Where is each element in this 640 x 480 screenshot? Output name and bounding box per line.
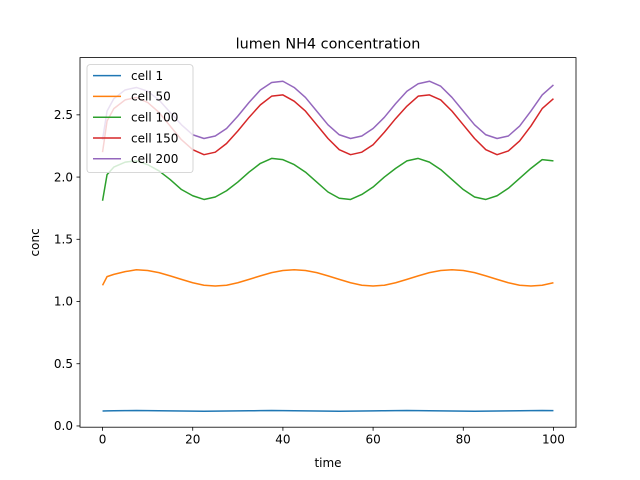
x-tick-label: 80 <box>456 433 471 447</box>
legend: cell 1 cell 50 cell 100 cell 150 cell 200 <box>86 64 194 173</box>
series-line-3 <box>101 157 554 201</box>
legend-label: cell 50 <box>131 90 171 104</box>
legend-label: cell 150 <box>131 131 178 145</box>
legend-label: cell 1 <box>131 69 163 83</box>
series-line-1 <box>102 409 554 413</box>
axes-frame <box>79 57 577 428</box>
legend-label: cell 200 <box>131 152 178 166</box>
x-axis-ticks: 0 20 40 60 80 100 <box>99 427 565 447</box>
y-tick-label: 2.5 <box>54 108 73 122</box>
chart-title: lumen NH4 concentration <box>236 37 421 53</box>
legend-box <box>86 64 194 173</box>
x-tick-label: 40 <box>275 433 290 447</box>
y-tick-label: 0.5 <box>54 357 73 371</box>
y-tick-label: 1.0 <box>54 295 73 309</box>
y-tick-label: 0.0 <box>54 419 73 433</box>
x-axis-label: time <box>314 456 341 470</box>
x-tick-label: 20 <box>185 433 200 447</box>
y-axis-label: conc <box>28 228 42 256</box>
legend-label: cell 100 <box>131 111 178 125</box>
series-line-2 <box>101 269 554 287</box>
x-tick-label: 60 <box>365 433 380 447</box>
y-tick-label: 1.5 <box>54 232 73 246</box>
y-tick-label: 2.0 <box>54 170 73 184</box>
x-tick-label: 0 <box>99 433 107 447</box>
x-tick-label: 100 <box>542 433 565 447</box>
y-axis-ticks: 0.0 0.5 1.0 1.5 2.0 2.5 <box>54 108 80 433</box>
